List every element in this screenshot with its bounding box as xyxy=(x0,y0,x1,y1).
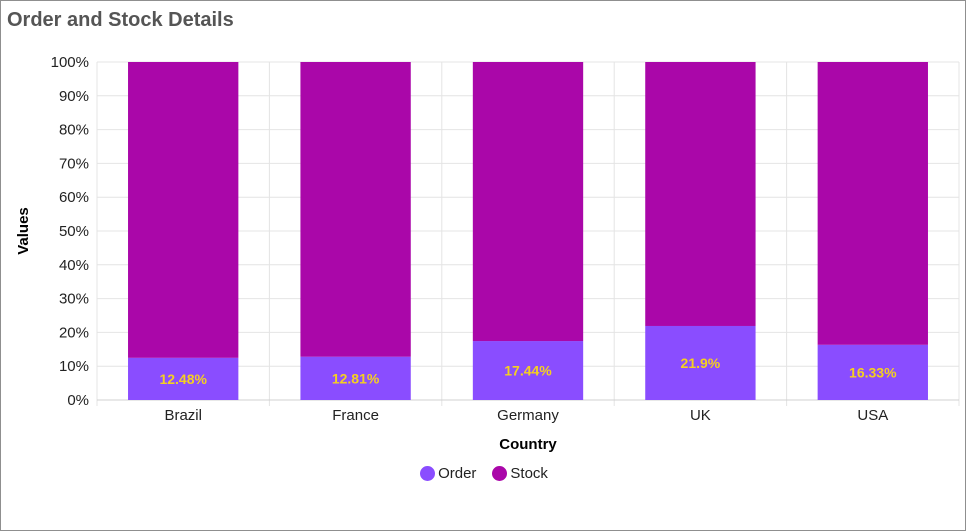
y-tick-label: 40% xyxy=(59,257,89,274)
legend: Order Stock xyxy=(1,465,966,482)
legend-item-stock[interactable]: Stock xyxy=(492,465,548,482)
bar-order-brazil[interactable] xyxy=(128,357,239,400)
data-label: 21.9% xyxy=(681,355,721,371)
y-tick-label: 100% xyxy=(51,54,89,71)
data-label: 12.81% xyxy=(332,370,380,386)
bar-order-germany[interactable] xyxy=(472,341,584,400)
y-tick-label: 50% xyxy=(59,223,89,240)
x-tick-label: Brazil xyxy=(164,407,202,424)
y-tick-label: 80% xyxy=(59,122,89,139)
y-axis-title: Values xyxy=(15,207,32,255)
x-axis-title: Country xyxy=(499,436,557,453)
bar-stock-brazil[interactable] xyxy=(128,62,239,358)
bar-order-france[interactable] xyxy=(300,356,411,400)
data-label: 12.48% xyxy=(159,371,207,387)
x-tick-label: USA xyxy=(857,407,888,424)
y-tick-label: 10% xyxy=(59,358,89,375)
bar-order-uk[interactable] xyxy=(645,325,756,400)
x-tick-label: Germany xyxy=(497,407,559,424)
x-axis-ticks: Brazil France Germany UK USA xyxy=(164,407,888,424)
data-label: 16.33% xyxy=(849,364,897,380)
x-tick-label: UK xyxy=(690,407,711,424)
y-axis-ticks: 0% 10% 20% 30% 40% 50% 60% 70% 80% 90% 100% xyxy=(51,54,89,409)
y-tick-label: 70% xyxy=(59,155,89,172)
bar-stock-usa[interactable] xyxy=(817,62,928,345)
y-tick-label: 20% xyxy=(59,324,89,341)
bar-group: 12.48% 12.81% 17.44% 21.9% 16.33% xyxy=(128,62,928,400)
data-label: 17.44% xyxy=(504,363,552,379)
y-tick-label: 30% xyxy=(59,291,89,308)
bar-stock-france[interactable] xyxy=(300,62,411,357)
bar-stock-germany[interactable] xyxy=(472,62,584,342)
bar-stock-uk[interactable] xyxy=(645,62,756,326)
y-tick-label: 90% xyxy=(59,88,89,105)
legend-item-order[interactable]: Order xyxy=(420,465,476,482)
x-tick-label: France xyxy=(332,407,379,424)
legend-swatch-stock-icon xyxy=(492,466,508,481)
bar-order-usa[interactable] xyxy=(817,344,928,400)
legend-label-stock: Stock xyxy=(510,465,548,482)
y-tick-label: 0% xyxy=(67,392,89,409)
chart-title: Order and Stock Details xyxy=(7,9,234,31)
legend-swatch-order-icon xyxy=(420,466,436,481)
y-tick-label: 60% xyxy=(59,189,89,206)
legend-label-order: Order xyxy=(438,465,477,482)
